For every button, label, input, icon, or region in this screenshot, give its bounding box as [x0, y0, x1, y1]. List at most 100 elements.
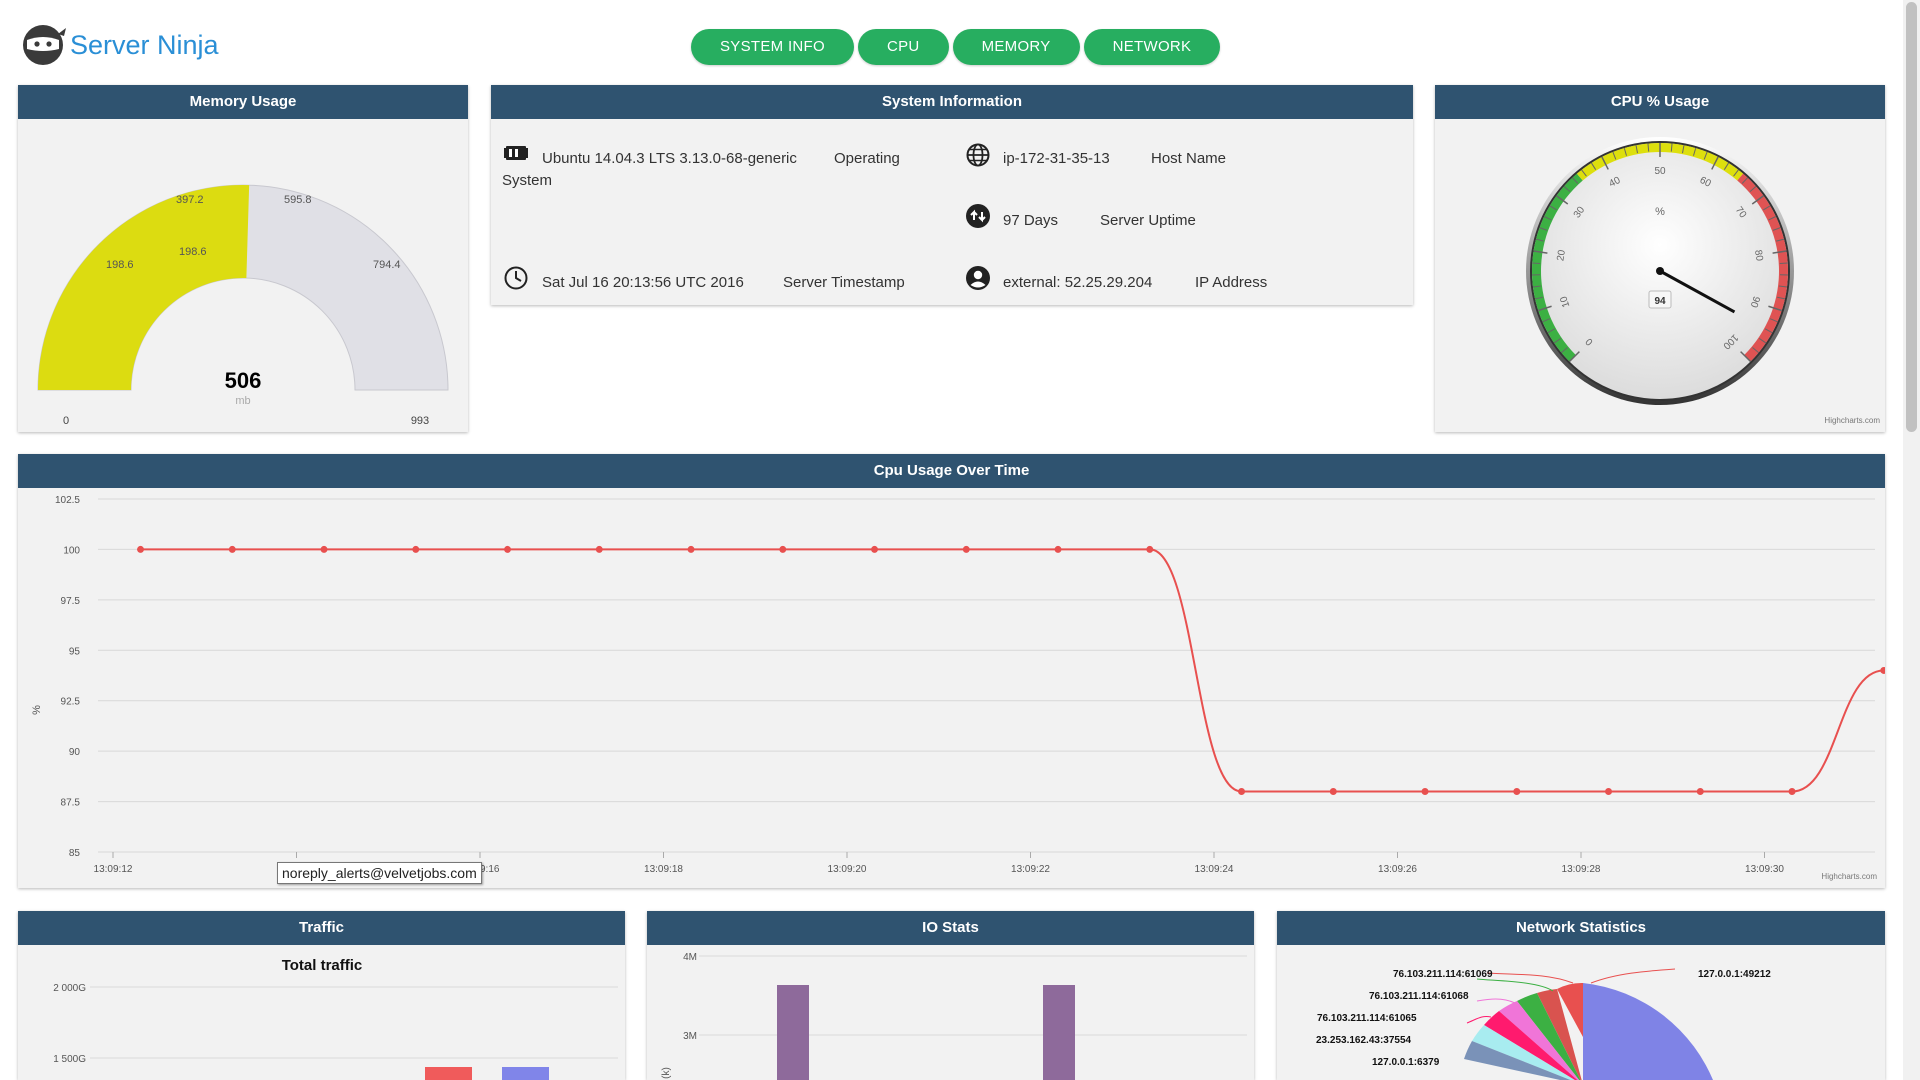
cpu-data-point[interactable]: [779, 545, 787, 553]
network-pie-slice[interactable]: [1517, 993, 1583, 1080]
network-connector: [1486, 972, 1574, 984]
network-label: 76.103.211.114:61065: [1317, 1013, 1417, 1024]
cpu-gauge-tick: [1590, 162, 1597, 170]
network-pie-slice[interactable]: [1499, 1001, 1583, 1080]
cpu-gauge-tick: [1749, 185, 1757, 193]
network-pie-slice[interactable]: [1464, 1041, 1583, 1080]
cpu-x-tick: 13:09:28: [1562, 864, 1601, 875]
cpu-gauge-tick: [1778, 285, 1788, 288]
cpu-chart-grid: [98, 498, 1875, 853]
network-pie-slice[interactable]: [1557, 982, 1583, 1037]
nav-cpu-button[interactable]: CPU: [857, 29, 949, 65]
cpu-gauge-tick: [1542, 318, 1551, 323]
cpu-gauge-tick: [1539, 227, 1548, 231]
cpu-data-point[interactable]: [320, 545, 328, 553]
cpu-gauge-tick: [1538, 305, 1552, 312]
cpu-gauge-tick-label: 40: [1607, 175, 1622, 190]
cpu-gauge-needle: [1659, 269, 1736, 314]
cpu-data-point[interactable]: [228, 545, 236, 553]
network-connector: [1590, 968, 1676, 984]
cpu-gauge-unit: %: [1655, 206, 1665, 218]
traffic-bar[interactable]: [502, 1067, 549, 1080]
timestamp-value: Sat Jul 16 20:13:56 UTC 2016: [542, 274, 744, 291]
cpu-gauge-tick-label: 10: [1558, 294, 1572, 308]
system-info-panel: System Information Ubuntu 14.04.3 LTS 3.…: [491, 85, 1413, 305]
scrollbar-thumb[interactable]: [1906, 2, 1917, 432]
cpu-gauge-tick: [1741, 177, 1748, 184]
cpu-data-point[interactable]: [595, 545, 603, 553]
cpu-data-point[interactable]: [137, 545, 145, 553]
nav-system-info-button[interactable]: SYSTEM INFO: [691, 29, 854, 65]
cpu-data-point[interactable]: [1329, 787, 1337, 795]
cpu-gauge-value: 94: [1654, 296, 1666, 307]
cpu-chart-credit[interactable]: Highcharts.com: [1821, 872, 1877, 881]
cpu-data-point[interactable]: [1421, 787, 1429, 795]
cpu-gauge-tick: [1549, 205, 1557, 211]
cpu-gauge-tick: [1752, 347, 1759, 353]
cpu-gauge-tick: [1568, 351, 1580, 363]
scrollbar[interactable]: [1903, 0, 1920, 1080]
io-stats-title: IO Stats: [647, 911, 1254, 945]
cpu-data-point[interactable]: [1238, 787, 1246, 795]
cpu-data-point[interactable]: [1880, 666, 1885, 674]
cpu-data-point[interactable]: [1788, 787, 1796, 795]
network-pie-slice[interactable]: [1583, 983, 1715, 1080]
cpu-gauge-tick-label: 20: [1555, 249, 1568, 262]
ip-value: external: 52.25.29.204: [1003, 274, 1153, 291]
cpu-gauge-tick: [1772, 250, 1787, 254]
cpu-data-point[interactable]: [871, 545, 879, 553]
brand[interactable]: Server Ninja: [20, 22, 219, 68]
system-info-title: System Information: [491, 85, 1413, 119]
traffic-y-tick: 1 500G: [53, 1054, 86, 1065]
timestamp-label: Server Timestamp: [783, 274, 905, 291]
cpu-data-point[interactable]: [687, 545, 695, 553]
nav-memory-button[interactable]: MEMORY: [952, 29, 1080, 65]
cpu-x-tick: 13:09:12: [94, 864, 133, 875]
cpu-y-tick: 92.5: [61, 697, 81, 708]
cpu-gauge-tick-label: 90: [1748, 295, 1762, 309]
cpu-gauge-tick: [1764, 328, 1773, 334]
cpu-gauge-tick: [1763, 205, 1771, 211]
cpu-data-point[interactable]: [1054, 545, 1062, 553]
brand-name: Server Ninja: [70, 29, 219, 60]
io-bar[interactable]: [777, 985, 809, 1080]
cpu-gauge-tick: [1623, 147, 1628, 156]
memory-min-label: 0: [63, 415, 69, 427]
cpu-gauge-tick: [1723, 162, 1730, 170]
cpu-over-time-title: Cpu Usage Over Time: [18, 454, 1885, 488]
io-y-tick: 4M: [683, 952, 697, 963]
cpu-y-tick: 102.5: [55, 495, 80, 506]
cpu-data-point[interactable]: [962, 545, 970, 553]
memory-usage-title: Memory Usage: [18, 85, 468, 119]
cpu-data-point[interactable]: [1696, 787, 1704, 795]
email-tooltip: noreply_alerts@velvetjobs.com: [277, 862, 482, 884]
io-stats-chart: 4M 3M (k): [661, 952, 1247, 1080]
user-circle-icon: [966, 266, 990, 290]
cpu-y-tick: 85: [69, 848, 81, 859]
traffic-bar[interactable]: [425, 1067, 472, 1080]
cpu-gauge-tick: [1779, 262, 1788, 264]
nav-network-button[interactable]: NETWORK: [1083, 29, 1221, 65]
cpu-data-point[interactable]: [1605, 787, 1613, 795]
cpu-data-point[interactable]: [1146, 545, 1154, 553]
cpu-data-point[interactable]: [1513, 787, 1521, 795]
cpu-data-point[interactable]: [412, 545, 420, 553]
cpu-usage-title: CPU % Usage: [1435, 85, 1885, 119]
io-bar[interactable]: [1043, 985, 1075, 1080]
memory-tick-label: 397.2: [176, 194, 204, 206]
cpu-gauge-tick: [1740, 351, 1752, 363]
cpu-x-tick: 13:09:24: [1195, 864, 1234, 875]
cpu-gauge-tick: [1768, 305, 1782, 312]
cpu-series-points: [137, 545, 1885, 795]
network-pie-slice[interactable]: [1537, 989, 1583, 1080]
cpu-gauge-value-box: [1648, 290, 1672, 309]
io-y-tick: 3M: [683, 1031, 697, 1042]
network-label: 23.253.162.43:37554: [1316, 1035, 1412, 1046]
cpu-gauge-credit[interactable]: Highcharts.com: [1824, 416, 1880, 425]
network-pie-slice[interactable]: [1472, 1025, 1583, 1080]
cpu-gauge-tick: [1572, 177, 1579, 184]
ninja-logo-icon: [23, 25, 66, 65]
network-pie-slice[interactable]: [1484, 1011, 1583, 1080]
cpu-data-point[interactable]: [504, 545, 512, 553]
